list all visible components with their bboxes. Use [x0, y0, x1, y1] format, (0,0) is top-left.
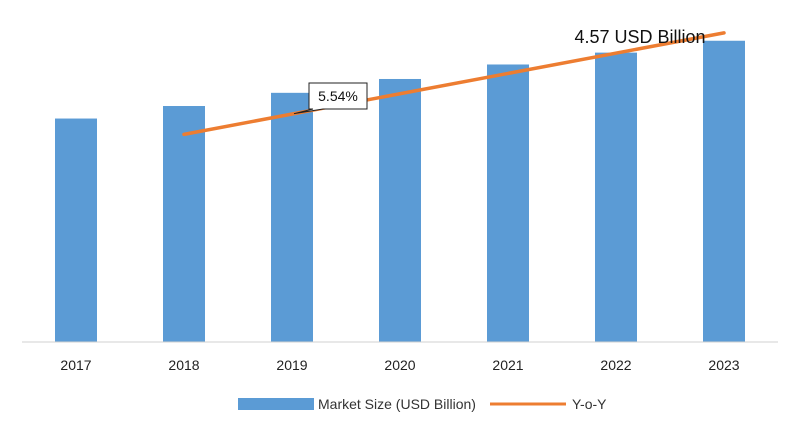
- bar-2017: [55, 118, 97, 342]
- x-tick-label: 2022: [600, 357, 631, 373]
- bar-2020: [379, 78, 421, 342]
- callout-label: 5.54%: [318, 88, 358, 104]
- x-tick-label: 2017: [60, 357, 91, 373]
- bar-2021: [487, 64, 529, 342]
- value-annotation: 4.57 USD Billion: [574, 27, 705, 47]
- bar-2018: [163, 106, 205, 343]
- legend-label-market-size: Market Size (USD Billion): [318, 396, 476, 412]
- x-tick-labels: 2017 2018 2019 2020 2021 2022 2023: [60, 357, 739, 373]
- x-tick-label: 2023: [708, 357, 739, 373]
- x-tick-label: 2021: [492, 357, 523, 373]
- legend-label-yoy: Y-o-Y: [572, 396, 607, 412]
- annotation-layer: 5.54% 4.57 USD Billion: [293, 27, 706, 115]
- x-tick-label: 2018: [168, 357, 199, 373]
- x-tick-label: 2019: [276, 357, 307, 373]
- trend-layer: [182, 31, 726, 137]
- series-line-yoy: [182, 31, 726, 137]
- callout-box: [293, 82, 368, 115]
- legend-swatch-market-size: [238, 398, 314, 410]
- bar-2019: [271, 92, 313, 342]
- legend: Market Size (USD Billion) Y-o-Y: [238, 396, 607, 412]
- bar-group: [55, 40, 745, 343]
- bar-2022: [595, 52, 637, 342]
- bar-2023: [703, 40, 745, 343]
- x-tick-label: 2020: [384, 357, 415, 373]
